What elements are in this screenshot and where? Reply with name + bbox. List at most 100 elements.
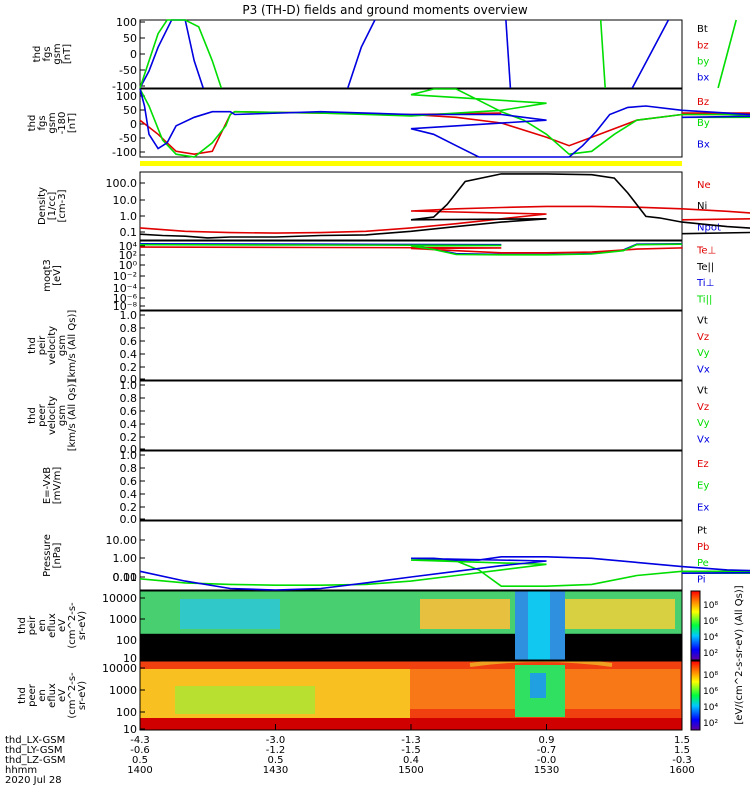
y-tick-label: 0.1: [120, 226, 138, 239]
y-tick-label: 10⁰: [119, 259, 138, 272]
y-axis-label: eV: [57, 619, 68, 632]
spectrogram-patch: [180, 599, 280, 629]
y-axis-label: E=-VxB: [42, 467, 53, 504]
y-tick-label: 0.8: [120, 462, 138, 475]
colorbar-label: [eV/(cm^2-s-sr-eV) (All Qs)]: [734, 585, 745, 724]
y-tick-label: 50: [123, 32, 137, 45]
legend-Ni: Ni: [697, 201, 707, 212]
panel-peir_en_eflux: 10000 1000 100 10 thd peir en eflux eV (cm^2-s-sr…: [17, 590, 683, 665]
x-tick-label: -0.3: [672, 755, 692, 766]
legend-Ti||: Ti||: [696, 295, 712, 306]
y-axis-label: [nPa]: [52, 542, 63, 568]
y-axis-label: [eV]: [52, 265, 63, 286]
x-tick-label: 0.5: [132, 755, 148, 766]
legend-Bz: Bz: [697, 97, 709, 108]
figure-title: P3 (TH-D) fields and ground moments over…: [242, 3, 527, 17]
y-tick-label: 10.00: [106, 534, 138, 547]
series-by: [717, 19, 737, 89]
y-axis-label: en: [37, 689, 48, 702]
legend-Bx: Bx: [697, 139, 710, 150]
spectrogram-band: [175, 686, 315, 714]
legend-Pb: Pb: [697, 542, 709, 553]
y-tick-label: 1000: [109, 684, 137, 697]
panel-frame: [139, 450, 683, 521]
panel-peer_en_eflux: 10000 1000 100 10 thd peer en eflux eV (cm^2-s-sr…: [17, 660, 683, 736]
series-Ne: [139, 205, 750, 234]
y-axis-label: [km/s (All Qs)]: [67, 380, 78, 452]
y-axis-label: gsm: [57, 405, 68, 426]
y-axis-label: eV: [57, 689, 68, 702]
x-tick-label: -1.2: [266, 745, 286, 756]
legend-Pi: Pi: [697, 575, 706, 586]
y-tick-label: 50: [123, 104, 137, 117]
y-axis-label: velocity: [47, 396, 58, 435]
colorbar-tick-label: 10⁴: [703, 703, 718, 713]
series-Ti||: [139, 243, 683, 256]
y-axis-label: (cm^2-s-: [67, 602, 78, 649]
x-tick-label: 1530: [534, 765, 559, 776]
y-tick-label: -100: [112, 146, 137, 159]
y-tick-label: 1.0: [120, 210, 138, 223]
x-row-label: thd_LZ-GSM: [5, 755, 66, 766]
y-axis-label: moqt3: [42, 259, 53, 292]
y-axis-label: [nT]: [62, 44, 73, 64]
x-tick-label: 1430: [263, 765, 288, 776]
colorbar-tick-label: 10⁶: [703, 617, 718, 627]
legend-Vx: Vx: [697, 435, 710, 446]
y-axis-label: thd: [17, 687, 28, 704]
series-Te⊥: [139, 246, 683, 254]
colorbar-tick-label: 10²: [703, 649, 718, 659]
colorbar-tick-label: 10²: [703, 719, 718, 729]
legend-Pe: Pe: [697, 558, 709, 569]
y-axis-label: gsm: [52, 43, 63, 64]
x-tick-label: 0.5: [268, 755, 284, 766]
y-axis-label: thd: [32, 46, 43, 63]
x-tick-label: -1.5: [401, 745, 421, 756]
y-axis-label: Density: [37, 187, 48, 225]
colorbars: 10⁸ 10⁶ 10⁴ 10² 10⁸ 10⁶ 10⁴ 10² [eV/(cm^2-s-sr-e…: [690, 585, 745, 731]
y-tick-label: 0.2: [120, 501, 138, 514]
legend-Npot: Npot: [697, 222, 721, 233]
x-tick-label: 1500: [398, 765, 423, 776]
y-axis-label: velocity: [47, 326, 58, 365]
y-tick-label: 0.8: [120, 392, 138, 405]
legend-Ex: Ex: [697, 502, 709, 513]
data-quality-bar: [140, 161, 682, 166]
y-tick-label: 100: [116, 90, 137, 103]
legend-Vz: Vz: [697, 402, 709, 413]
y-tick-label: 0.0: [120, 443, 138, 456]
y-axis-label: peir: [37, 335, 48, 355]
legend-Ey: Ey: [697, 481, 709, 492]
y-axis-label: thd: [27, 407, 38, 424]
x-tick-label: 0.4: [403, 755, 419, 766]
y-axis-label: gsm: [47, 112, 58, 133]
y-tick-label: -100: [112, 80, 137, 93]
y-tick-label: 10⁻⁴: [113, 282, 138, 295]
panel-peir_velocity: 1.00.80.60.40.20.0 thd peir velocity gsm [km/…: [27, 309, 710, 386]
legend-Vt: Vt: [697, 385, 708, 396]
y-axis-label: -180: [57, 112, 68, 135]
colorbar-tick-label: 10⁴: [703, 633, 718, 643]
y-axis-label: [cm-3]: [57, 189, 68, 222]
series-bx: [347, 19, 376, 89]
y-axis-label: [km/s (All Qs)]: [67, 310, 78, 382]
y-tick-label: 10⁻²: [113, 270, 137, 283]
y-tick-label: 0: [130, 48, 137, 61]
legend-bx: bx: [697, 73, 709, 84]
legend-Te⊥: Te⊥: [696, 245, 716, 256]
spectrogram-patch: [528, 591, 550, 660]
x-tick-label: -0.6: [130, 745, 150, 756]
y-tick-label: 1.0: [120, 379, 138, 392]
series-by: [139, 19, 223, 89]
spectrogram-patch: [565, 599, 675, 629]
y-axis-label: fgs: [42, 46, 53, 61]
x-row-label: thd_LX-GSM: [5, 735, 65, 746]
y-tick-label: 0.10: [113, 571, 138, 584]
y-axis-label: [1/cc]: [47, 192, 58, 221]
y-tick-label: 100.0: [106, 177, 138, 190]
colorbar-tick-label: 10⁶: [703, 687, 718, 697]
legend-Te||: Te||: [696, 262, 714, 273]
